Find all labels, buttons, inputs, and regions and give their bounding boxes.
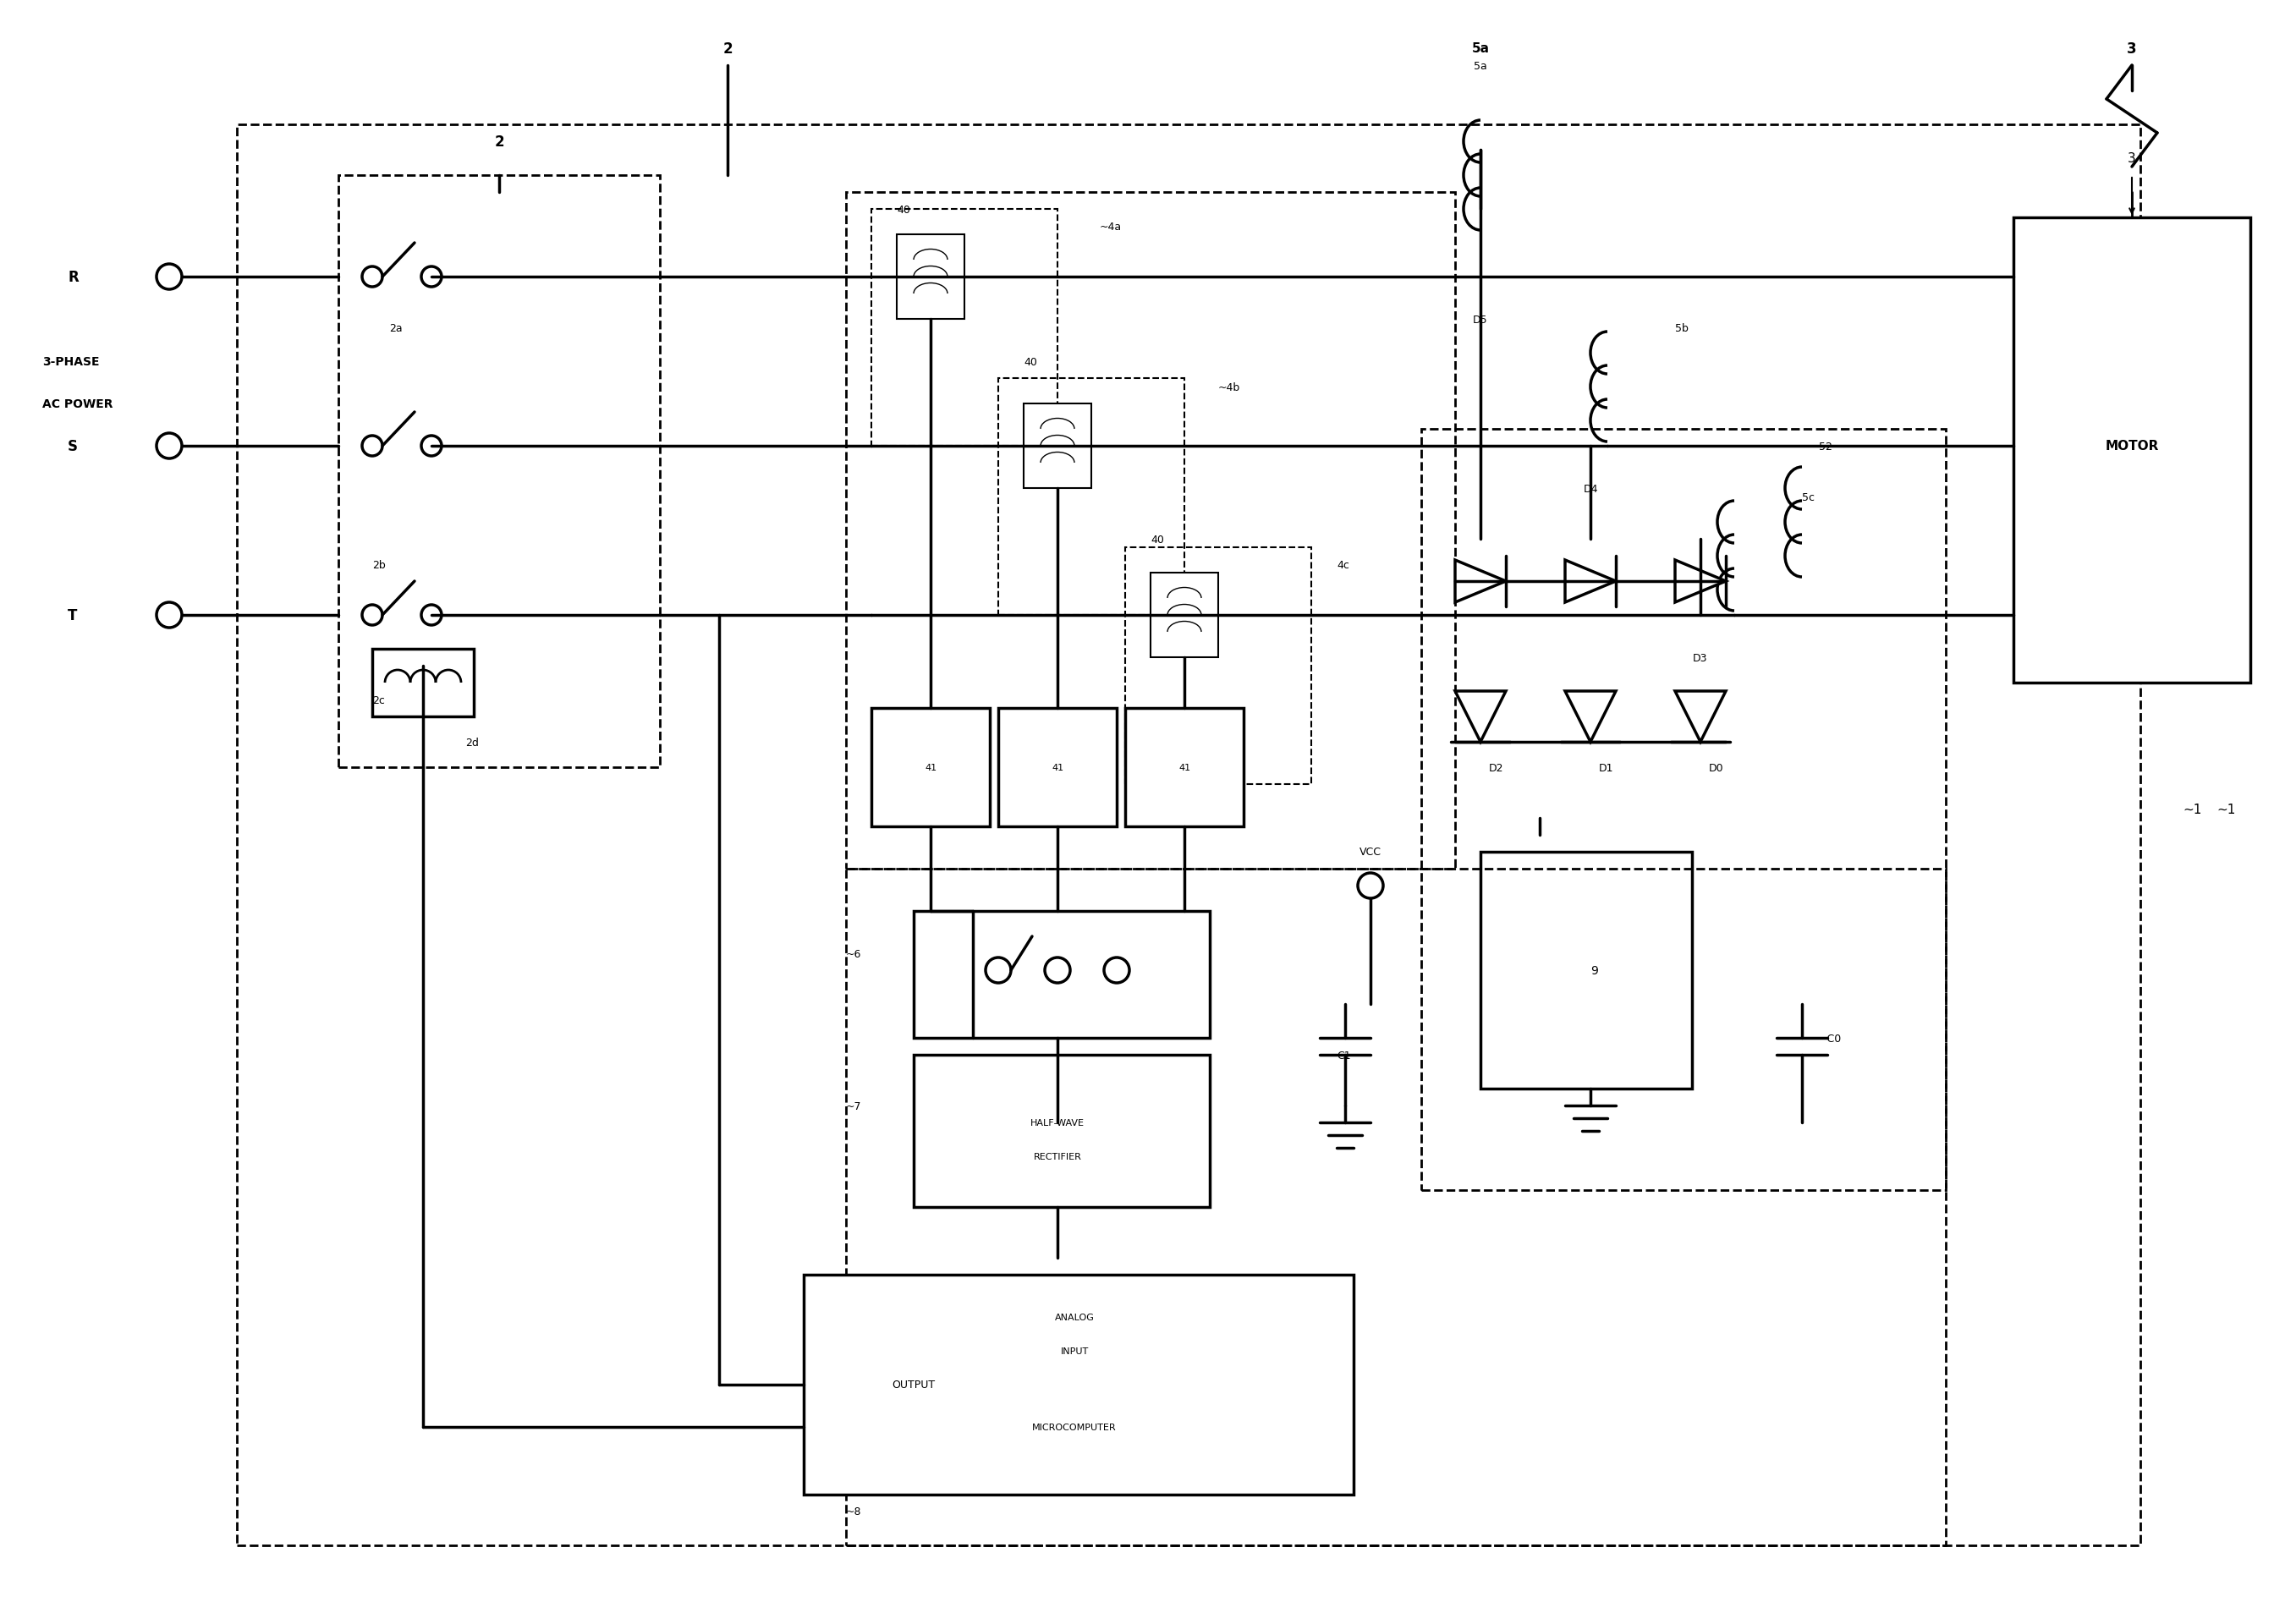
- Text: D5: D5: [1474, 315, 1488, 326]
- Text: 2a: 2a: [388, 323, 402, 334]
- Text: MICROCOMPUTER: MICROCOMPUTER: [1033, 1423, 1116, 1431]
- Text: 3: 3: [2128, 153, 2135, 165]
- Bar: [1125, 708, 1244, 827]
- Text: ~8: ~8: [845, 1507, 861, 1518]
- Text: ~4b: ~4b: [1219, 382, 1240, 392]
- Text: 41: 41: [925, 763, 937, 773]
- Circle shape: [420, 268, 441, 287]
- Bar: [1150, 573, 1219, 658]
- Polygon shape: [1456, 692, 1506, 742]
- Circle shape: [156, 603, 181, 627]
- Text: 3: 3: [2126, 42, 2138, 56]
- Text: OUTPUT: OUTPUT: [893, 1379, 934, 1390]
- Text: 5c: 5c: [1802, 492, 1814, 503]
- Bar: [372, 650, 473, 716]
- Text: 41: 41: [1178, 763, 1189, 773]
- Polygon shape: [1566, 692, 1616, 742]
- Text: ~6: ~6: [845, 948, 861, 960]
- Polygon shape: [1566, 560, 1616, 603]
- Text: R: R: [67, 269, 78, 286]
- Bar: [914, 1055, 1210, 1207]
- Text: 52: 52: [1818, 440, 1832, 452]
- Text: 40: 40: [898, 205, 909, 215]
- Polygon shape: [1676, 560, 1727, 603]
- Text: HALF-WAVE: HALF-WAVE: [1031, 1118, 1084, 1127]
- Text: 2: 2: [494, 134, 505, 150]
- Text: T: T: [67, 608, 78, 623]
- Text: 9: 9: [1591, 965, 1598, 976]
- Text: ~1: ~1: [2216, 803, 2236, 816]
- Text: D1: D1: [1598, 761, 1614, 773]
- Text: 5b: 5b: [1676, 323, 1688, 334]
- Circle shape: [363, 605, 383, 626]
- Text: ~4a: ~4a: [1100, 221, 1123, 232]
- Bar: [2014, 218, 2250, 682]
- Bar: [804, 1274, 1355, 1495]
- Bar: [1481, 852, 1692, 1089]
- Circle shape: [1045, 958, 1070, 984]
- Circle shape: [420, 605, 441, 626]
- Text: VCC: VCC: [1359, 847, 1382, 858]
- Circle shape: [363, 268, 383, 287]
- Polygon shape: [1456, 560, 1506, 603]
- Text: 2: 2: [723, 42, 732, 56]
- Text: D0: D0: [1708, 761, 1724, 773]
- Text: 3-PHASE: 3-PHASE: [41, 356, 99, 368]
- Text: 4c: 4c: [1336, 560, 1350, 571]
- Circle shape: [363, 436, 383, 456]
- Bar: [914, 911, 1210, 1039]
- Text: S: S: [67, 439, 78, 453]
- Circle shape: [420, 436, 441, 456]
- Text: ~1: ~1: [2183, 803, 2202, 816]
- Text: INPUT: INPUT: [1061, 1347, 1088, 1355]
- Bar: [1024, 405, 1091, 489]
- Text: 5a: 5a: [1474, 60, 1488, 71]
- Text: ANALOG: ANALOG: [1054, 1313, 1095, 1321]
- Text: C1: C1: [1336, 1050, 1350, 1060]
- Text: ~7: ~7: [845, 1100, 861, 1111]
- Circle shape: [156, 434, 181, 460]
- Text: D3: D3: [1692, 652, 1708, 663]
- Text: 40: 40: [1150, 534, 1164, 545]
- Circle shape: [1104, 958, 1130, 984]
- Text: D4: D4: [1582, 484, 1598, 494]
- Text: 41: 41: [1052, 763, 1063, 773]
- Circle shape: [1357, 873, 1382, 898]
- Text: 2d: 2d: [466, 737, 480, 748]
- Text: MOTOR: MOTOR: [2105, 440, 2158, 453]
- Bar: [898, 235, 964, 319]
- Text: 40: 40: [1024, 356, 1038, 368]
- Text: RECTIFIER: RECTIFIER: [1033, 1152, 1081, 1161]
- Text: 2b: 2b: [372, 560, 386, 571]
- Text: 2c: 2c: [372, 695, 386, 705]
- Text: ~C0: ~C0: [1818, 1032, 1841, 1044]
- Polygon shape: [1676, 692, 1727, 742]
- Bar: [999, 708, 1116, 827]
- Circle shape: [985, 958, 1010, 984]
- Circle shape: [156, 265, 181, 290]
- Text: D2: D2: [1488, 761, 1504, 773]
- Bar: [872, 708, 990, 827]
- Text: 5a: 5a: [1472, 42, 1490, 55]
- Text: AC POWER: AC POWER: [41, 398, 113, 410]
